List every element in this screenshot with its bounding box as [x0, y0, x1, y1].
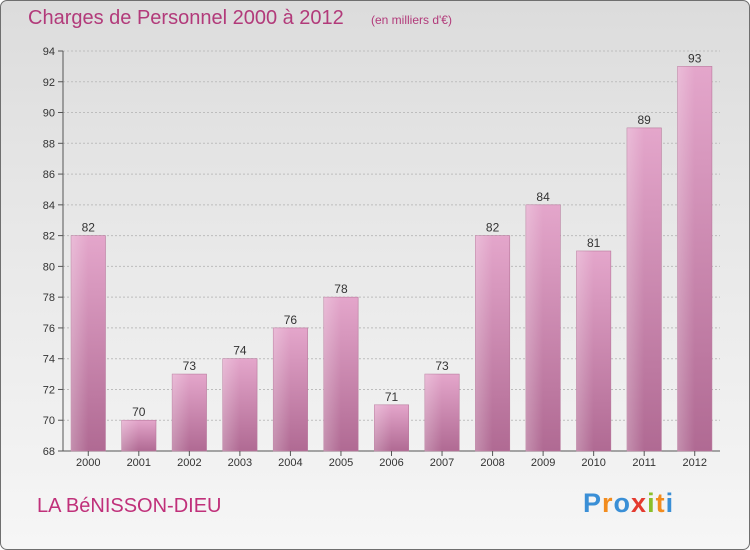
y-tick-label: 82 — [43, 231, 55, 243]
y-tick-label: 84 — [43, 200, 55, 212]
bar-highlight — [525, 204, 561, 451]
data-label: 82 — [486, 221, 500, 235]
data-label: 82 — [82, 221, 96, 235]
x-tick-label: 2003 — [228, 457, 252, 469]
x-tick-label: 2009 — [531, 457, 555, 469]
y-tick-label: 76 — [43, 323, 55, 335]
y-tick-label: 80 — [43, 261, 55, 273]
commune-name: LA BéNISSON-DIEU — [37, 495, 222, 517]
x-tick-label: 2004 — [278, 457, 302, 469]
bar-highlight — [576, 251, 611, 451]
x-tick-label: 2006 — [379, 457, 403, 469]
bar-highlight — [677, 66, 712, 451]
proxiti-logo: Proxiti — [583, 488, 674, 519]
y-tick-label: 68 — [43, 446, 55, 458]
data-label: 78 — [334, 282, 348, 296]
logo-letter: t — [655, 488, 666, 518]
data-label: 84 — [536, 190, 550, 204]
y-tick-label: 90 — [43, 108, 55, 120]
data-label: 74 — [233, 344, 247, 358]
bar-highlight — [374, 404, 409, 451]
chart-title: Charges de Personnel 2000 à 2012 — [28, 7, 344, 29]
data-label: 73 — [183, 359, 197, 373]
bar-highlight — [222, 358, 258, 451]
y-tick-label: 92 — [43, 77, 55, 89]
x-tick-label: 2005 — [329, 457, 353, 469]
x-tick-label: 2008 — [480, 457, 504, 469]
bar-highlight — [273, 327, 308, 451]
chart-subtitle: (en milliers d'€) — [371, 13, 452, 27]
x-tick-label: 2000 — [76, 457, 100, 469]
logo-letter: P — [583, 488, 603, 518]
logo-letter: r — [602, 488, 614, 518]
data-label: 89 — [638, 113, 652, 127]
bar-highlight — [627, 127, 662, 451]
bar-highlight — [323, 297, 359, 451]
x-tick-label: 2012 — [682, 457, 706, 469]
data-label: 93 — [688, 51, 702, 65]
data-label: 81 — [587, 236, 601, 250]
y-tick-label: 74 — [43, 354, 55, 366]
x-tick-label: 2007 — [430, 457, 454, 469]
x-tick-label: 2011 — [632, 457, 656, 469]
logo-letter: x — [631, 488, 648, 518]
logo-letter: o — [613, 488, 632, 518]
x-tick-label: 2010 — [581, 457, 605, 469]
y-tick-label: 72 — [43, 384, 55, 396]
x-tick-label: 2001 — [127, 457, 151, 469]
y-tick-label: 70 — [43, 415, 55, 427]
bar-highlight — [121, 420, 156, 451]
logo-letter: i — [665, 488, 675, 518]
data-label: 71 — [385, 390, 399, 404]
bar-highlight — [475, 235, 510, 451]
data-label: 73 — [435, 359, 449, 373]
bar-highlight — [424, 374, 460, 451]
bar-highlight — [71, 235, 106, 451]
y-tick-label: 94 — [43, 46, 55, 58]
y-tick-label: 86 — [43, 169, 55, 181]
bar-highlight — [172, 374, 207, 451]
x-tick-label: 2002 — [177, 457, 201, 469]
logo-letter: i — [647, 488, 656, 518]
data-label: 70 — [132, 405, 146, 419]
y-tick-label: 78 — [43, 292, 55, 304]
y-tick-label: 88 — [43, 138, 55, 150]
data-label: 76 — [284, 313, 298, 327]
